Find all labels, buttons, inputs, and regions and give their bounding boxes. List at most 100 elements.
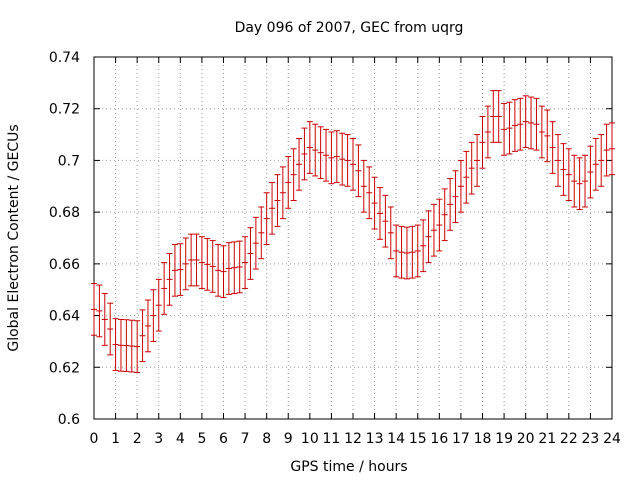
data-point (269, 181, 276, 235)
axis-ticks (93, 56, 613, 420)
x-tick-label: 17 (452, 431, 470, 447)
data-point (430, 203, 437, 257)
data-point (452, 170, 459, 223)
data-point (263, 192, 270, 245)
data-point (123, 319, 130, 372)
data-point (290, 148, 297, 202)
x-tick-label: 11 (323, 431, 341, 447)
data-point (598, 134, 605, 187)
data-point (193, 233, 200, 287)
data-point (457, 159, 464, 213)
data-point (587, 145, 594, 199)
data-point (328, 131, 335, 185)
data-point (484, 105, 491, 159)
data-point (220, 245, 227, 298)
data-point (382, 194, 389, 248)
data-point (360, 159, 367, 213)
data-point (517, 97, 524, 151)
data-point (468, 141, 475, 195)
data-point (128, 319, 135, 373)
data-point (166, 253, 173, 306)
data-point (522, 95, 529, 148)
x-tick-label: 16 (430, 431, 448, 447)
data-point (171, 243, 178, 297)
data-point (555, 134, 562, 187)
x-tick-label: 2 (133, 431, 142, 447)
y-tick-label: 0.66 (49, 257, 80, 273)
x-tick-label: 4 (176, 431, 185, 447)
x-tick-label: 6 (219, 431, 228, 447)
data-point (117, 318, 124, 372)
data-point (150, 289, 157, 342)
data-point (420, 219, 427, 273)
x-tick-label: 19 (495, 431, 513, 447)
data-point (393, 224, 400, 278)
data-point (242, 236, 249, 289)
data-point (225, 242, 232, 295)
x-tick-label: 20 (517, 431, 535, 447)
x-tick-label: 24 (603, 431, 621, 447)
data-point (447, 178, 454, 231)
x-tick-label: 21 (538, 431, 556, 447)
data-point (544, 109, 551, 163)
x-tick-label: 13 (366, 431, 384, 447)
data-point (371, 176, 378, 230)
x-tick-label: 0 (90, 431, 99, 447)
y-axis-label: Global Electron Content / GECUs (6, 124, 22, 351)
data-point (96, 284, 103, 338)
data-point (161, 262, 168, 315)
data-point (144, 299, 151, 353)
data-point (177, 243, 184, 296)
data-point (409, 225, 416, 279)
data-point (603, 123, 610, 177)
data-point (414, 224, 421, 278)
data-point (506, 101, 513, 155)
x-tick-label: 1 (111, 431, 120, 447)
data-point (285, 156, 292, 209)
data-point (306, 121, 313, 174)
y-tick-label: 0.7 (58, 153, 80, 169)
data-point (91, 283, 97, 336)
x-tick-label: 22 (560, 431, 578, 447)
data-point (344, 134, 351, 187)
data-point (533, 97, 540, 151)
data-point (403, 226, 410, 280)
data-point (215, 243, 222, 297)
y-tick-labels: 0.6 0.62 0.64 0.66 0.68 0.7 0.72 0.74 (49, 50, 80, 428)
data-point (101, 293, 108, 346)
data-point (274, 174, 281, 227)
x-tick-labels: 0 1 2 3 4 5 6 7 8 9 10 11 12 13 14 15 16 17 18 19 20 21 22 23 24 (90, 431, 621, 447)
y-tick-label: 0.62 (49, 360, 80, 376)
x-axis-label: GPS time / hours (290, 459, 407, 475)
data-point (576, 157, 583, 211)
data-point (582, 154, 589, 208)
data-point (247, 227, 254, 280)
data-point (182, 237, 189, 291)
data-point (387, 206, 394, 260)
x-tick-label: 18 (474, 431, 492, 447)
data-point (571, 154, 578, 208)
chart-title: Day 096 of 2007, GEC from uqrg (235, 20, 464, 36)
data-point (312, 123, 319, 177)
data-point (350, 137, 356, 191)
data-point (134, 320, 141, 373)
x-tick-label: 10 (301, 431, 319, 447)
data-point (495, 90, 502, 143)
x-tick-label: 23 (582, 431, 600, 447)
x-tick-label: 8 (262, 431, 271, 447)
data-point (549, 121, 556, 174)
x-tick-label: 7 (241, 431, 250, 447)
data-point (376, 187, 383, 240)
grid-lines (94, 57, 612, 419)
data-point (490, 90, 497, 143)
x-tick-label: 12 (344, 431, 362, 447)
data-point (609, 122, 615, 176)
data-point (474, 134, 481, 187)
data-point (301, 127, 308, 181)
data-point (231, 241, 238, 295)
x-tick-label: 3 (154, 431, 163, 447)
data-point (204, 238, 211, 291)
data-point (339, 132, 346, 186)
data-point (565, 148, 572, 202)
data-point (592, 137, 599, 191)
